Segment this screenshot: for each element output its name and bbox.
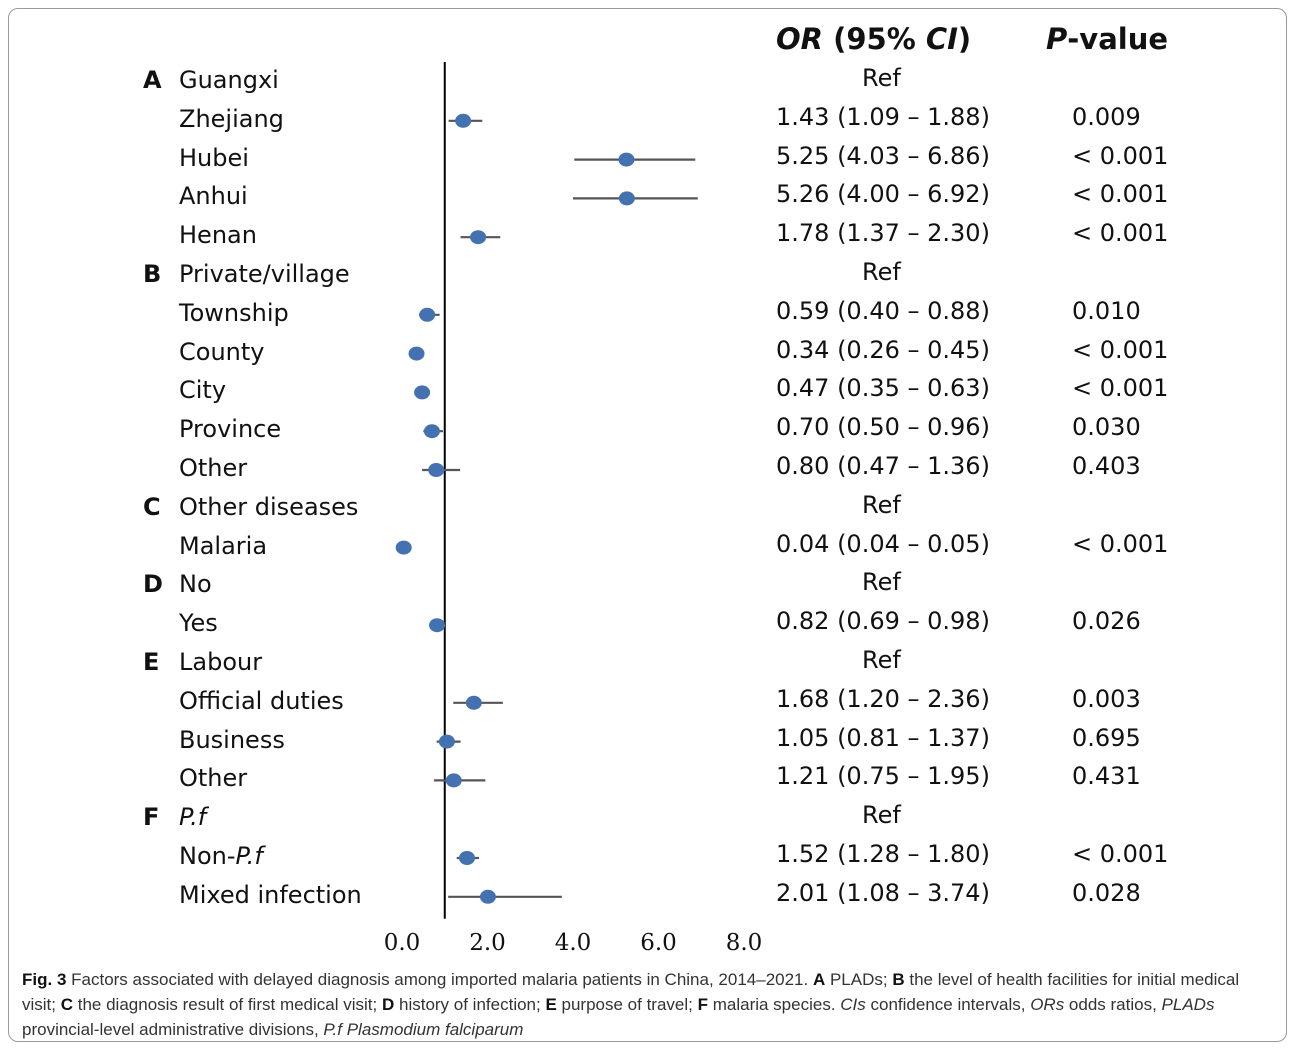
row-label: Other diseases	[179, 492, 359, 521]
x-tick-label: 4.0	[554, 930, 592, 956]
or-ci-value: 0.59 (0.40 – 0.88)	[776, 296, 990, 325]
row-label: Labour	[179, 648, 263, 676]
or-point	[438, 734, 455, 749]
p-value: 0.028	[1072, 878, 1141, 907]
or-point	[618, 152, 635, 167]
ref-label: Ref	[862, 490, 901, 519]
or-point	[445, 773, 462, 788]
p-value: < 0.001	[1072, 840, 1169, 868]
row-label: Zhejiang	[179, 104, 284, 133]
row-label: Business	[179, 725, 285, 754]
p-value: 0.695	[1072, 723, 1141, 752]
p-value: 0.003	[1072, 684, 1141, 713]
or-point	[455, 113, 472, 128]
figure-caption: Fig. 3 Factors associated with delayed d…	[22, 970, 1240, 1039]
group-letter: E	[143, 648, 160, 676]
p-value: < 0.001	[1072, 141, 1169, 170]
or-point	[428, 463, 445, 477]
ref-label: Ref	[862, 568, 901, 597]
or-ci-value: 1.21 (0.75 – 1.95)	[776, 762, 990, 791]
or-point	[470, 230, 487, 245]
or-point	[465, 695, 482, 710]
or-ci-value: 0.34 (0.26 – 0.45)	[776, 335, 990, 364]
group-letter: C	[143, 492, 161, 521]
row-label: Other	[179, 764, 248, 793]
row-label: Hubei	[179, 143, 249, 172]
group-letter: A	[143, 66, 162, 94]
or-point	[419, 307, 436, 322]
p-value: 0.010	[1072, 296, 1141, 325]
or-ci-value: 5.25 (4.03 – 6.86)	[776, 141, 990, 170]
row-label: City	[179, 376, 227, 405]
or-ci-value: 1.05 (0.81 – 1.37)	[776, 723, 990, 752]
or-point	[479, 889, 496, 904]
x-tick-label: 2.0	[469, 930, 506, 956]
or-point	[414, 385, 431, 400]
p-value-column-header: P-value	[1046, 22, 1169, 56]
p-value: 0.009	[1072, 102, 1141, 131]
ref-label: Ref	[862, 64, 901, 92]
or-column-header: OR (95% CI)	[776, 22, 972, 56]
ref-label: Ref	[862, 801, 901, 830]
p-value: 0.030	[1072, 413, 1141, 442]
p-value: < 0.001	[1072, 335, 1169, 364]
or-ci-value: 0.04 (0.04 – 0.05)	[776, 529, 990, 558]
or-point	[618, 191, 635, 206]
p-value: < 0.001	[1072, 374, 1169, 403]
or-ci-value: 0.80 (0.47 – 1.36)	[776, 452, 990, 480]
row-label: Anhui	[179, 182, 248, 211]
row-label: Official duties	[179, 686, 344, 715]
row-label: Mixed infection	[179, 880, 362, 909]
or-ci-value: 1.78 (1.37 – 2.30)	[776, 219, 990, 248]
or-ci-value: 5.26 (4.00 – 6.92)	[776, 180, 990, 209]
x-tick-label: 6.0	[640, 930, 677, 956]
or-ci-value: 1.52 (1.28 – 1.80)	[776, 840, 990, 868]
or-ci-value: 1.68 (1.20 – 2.36)	[776, 684, 990, 713]
group-letter: D	[143, 570, 163, 599]
row-label: Province	[179, 415, 282, 444]
row-label: Private/village	[179, 260, 350, 288]
group-letter: F	[143, 803, 160, 832]
row-label: Guangxi	[179, 66, 279, 94]
row-label: P.f	[179, 803, 207, 832]
or-point	[458, 851, 475, 865]
p-value: 0.431	[1072, 762, 1141, 791]
p-value: < 0.001	[1072, 529, 1169, 558]
row-label: Non-P.f	[179, 842, 263, 870]
or-ci-value: 0.82 (0.69 – 0.98)	[776, 607, 990, 636]
p-value: < 0.001	[1072, 180, 1169, 209]
ref-label: Ref	[862, 646, 901, 674]
or-ci-value: 0.47 (0.35 – 0.63)	[776, 374, 990, 403]
row-label: Yes	[179, 609, 218, 638]
or-ci-value: 2.01 (1.08 – 3.74)	[776, 878, 990, 907]
p-value: 0.026	[1072, 607, 1141, 636]
figure-frame	[8, 8, 1287, 1042]
forest-plot	[395, 62, 698, 919]
x-tick-label: 8.0	[725, 930, 763, 956]
or-point	[395, 540, 412, 555]
row-label: Township	[179, 298, 289, 327]
row-label: County	[179, 337, 265, 366]
row-label: No	[179, 570, 212, 599]
row-label: Malaria	[179, 531, 268, 560]
row-label: Other	[179, 454, 248, 482]
group-letter: B	[143, 260, 162, 288]
or-point	[408, 346, 425, 361]
ref-label: Ref	[862, 258, 901, 286]
or-ci-value: 1.43 (1.09 – 1.88)	[776, 102, 990, 131]
p-value: 0.403	[1072, 452, 1141, 480]
p-value: < 0.001	[1072, 219, 1169, 248]
or-point	[429, 618, 446, 633]
or-point	[423, 424, 440, 439]
row-label: Henan	[179, 221, 257, 250]
or-ci-value: 0.70 (0.50 – 0.96)	[776, 413, 990, 442]
x-tick-label: 0.0	[383, 930, 421, 956]
